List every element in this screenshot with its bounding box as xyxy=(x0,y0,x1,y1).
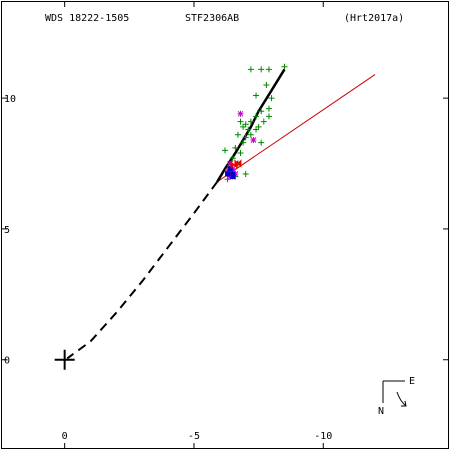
micrometer-point xyxy=(247,118,254,125)
compass-arrow-head xyxy=(401,400,407,407)
orbit-dashed-arc xyxy=(66,181,219,360)
micrometer-point xyxy=(240,123,247,130)
x-tick-label: 0 xyxy=(62,431,68,442)
speckle-point xyxy=(250,136,257,143)
micrometer-point xyxy=(242,170,249,177)
orbit-observed-arc xyxy=(216,68,286,183)
observation-points xyxy=(222,63,288,183)
micrometer-point xyxy=(265,66,272,73)
header-wds-id: WDS 18222-1505 xyxy=(45,13,129,24)
micrometer-point xyxy=(247,131,254,138)
x-tick-label: -10 xyxy=(314,431,332,442)
y-tick-label: 0 xyxy=(4,356,10,367)
orbit-lines xyxy=(66,68,376,360)
speckle-point xyxy=(227,160,234,167)
micrometer-point xyxy=(234,131,241,138)
speckle-point xyxy=(224,168,231,175)
micrometer-point xyxy=(253,113,260,120)
speckle-point xyxy=(229,165,236,172)
interferometric-point xyxy=(225,171,231,177)
predicted-position-line xyxy=(216,74,376,183)
micrometer-point xyxy=(281,63,288,70)
micrometer-point xyxy=(242,134,249,141)
micrometer-point xyxy=(247,66,254,73)
micrometer-point xyxy=(224,176,231,183)
micrometer-point xyxy=(229,155,236,162)
micrometer-point xyxy=(240,139,247,146)
compass-east-label: E xyxy=(409,376,415,387)
micrometer-point xyxy=(268,95,275,102)
micrometer-point xyxy=(263,82,270,89)
interferometric-point xyxy=(230,174,236,180)
compass: E N xyxy=(378,376,415,417)
interferometric-point xyxy=(227,166,233,172)
primary-star-marker xyxy=(54,349,75,370)
interferometric-point xyxy=(230,171,236,177)
micrometer-point xyxy=(242,121,249,128)
micrometer-point xyxy=(253,126,260,133)
micrometer-point xyxy=(258,108,265,115)
micrometer-point xyxy=(258,66,265,73)
micrometer-point xyxy=(265,113,272,120)
compass-motion-arrow xyxy=(396,391,407,407)
special-point xyxy=(230,160,238,170)
micrometer-point xyxy=(237,150,244,157)
primary-star xyxy=(54,349,75,370)
micrometer-point xyxy=(245,126,252,133)
y-tick-label: 5 xyxy=(4,225,10,236)
header-orbit-reference: (Hrt2017a) xyxy=(344,13,404,24)
header-discoverer: STF2306AB xyxy=(185,13,239,24)
speckle-point xyxy=(237,110,244,117)
micrometer-point xyxy=(237,118,244,125)
micrometer-point xyxy=(265,105,272,112)
micrometer-point xyxy=(255,123,262,130)
micrometer-point xyxy=(258,139,265,146)
y-tick-label: 10 xyxy=(4,94,16,105)
micrometer-point xyxy=(253,92,260,99)
speckle-point xyxy=(227,173,234,180)
axis-tick-labels: -10 -5 0 10 5 0 xyxy=(4,94,332,442)
speckle-point xyxy=(232,170,239,177)
micrometer-point xyxy=(260,118,267,125)
micrometer-point xyxy=(222,147,228,154)
x-tick-label: -5 xyxy=(188,431,200,442)
micrometer-point xyxy=(232,144,239,151)
compass-north-label: N xyxy=(378,406,384,417)
